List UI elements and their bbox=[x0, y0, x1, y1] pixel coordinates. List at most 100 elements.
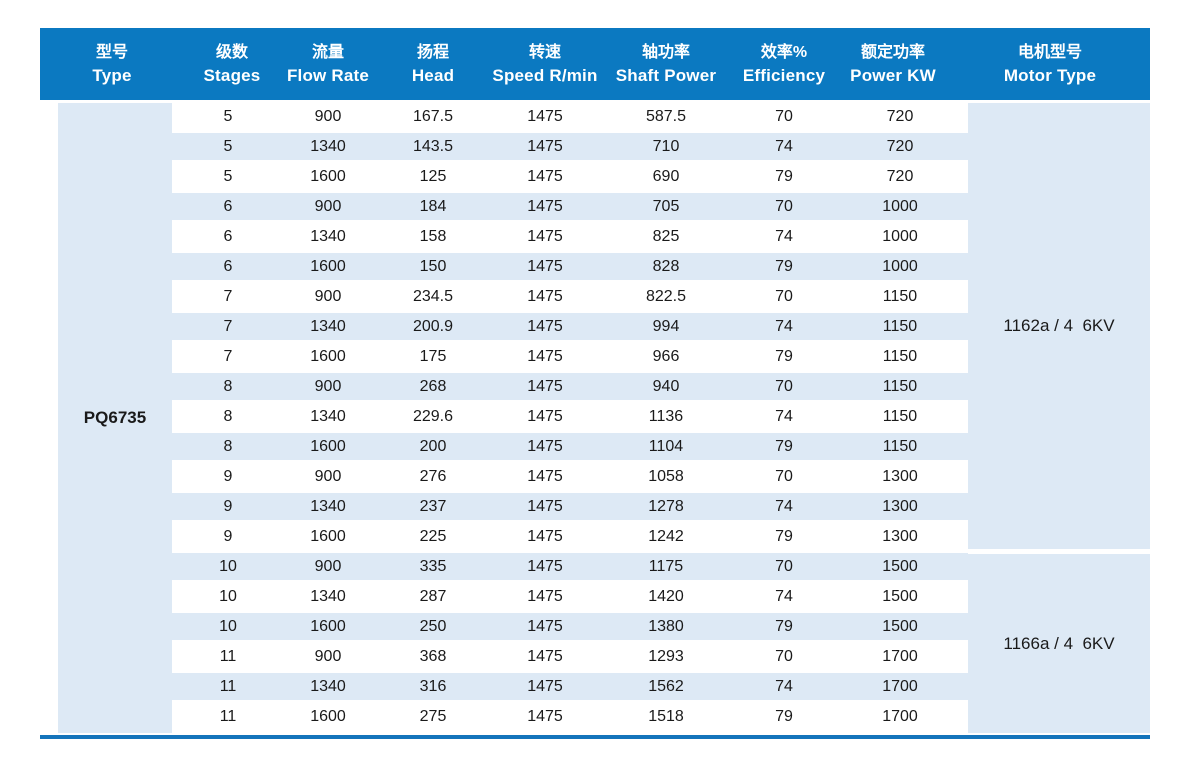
table-header: 型号 Type 级数 Stages 流量 Flow Rate 扬程 Head 转… bbox=[40, 28, 1150, 100]
table-cell: 1600 bbox=[310, 167, 346, 185]
table-cell: 74 bbox=[775, 677, 793, 695]
header-col-stages: 级数 Stages bbox=[184, 41, 280, 87]
table-row: 9 1340 237 1475 1278 74 1300 bbox=[172, 493, 968, 523]
table-cell: 8 bbox=[223, 437, 233, 455]
table-cell: 11 bbox=[219, 677, 237, 695]
motor-type-label: 1162a / 4 6KV bbox=[1003, 316, 1115, 335]
table-cell: 9 bbox=[223, 467, 233, 485]
table-cell: 994 bbox=[652, 317, 680, 335]
table-cell: 1380 bbox=[648, 617, 684, 635]
table-cell: 587.5 bbox=[645, 107, 687, 125]
table-cell: 125 bbox=[419, 167, 447, 185]
header-label-en: Shaft Power bbox=[615, 66, 717, 85]
table-cell: 6 bbox=[223, 227, 233, 245]
table-row: 8 1600 200 1475 1104 79 1150 bbox=[172, 433, 968, 463]
header-label-en: Head bbox=[411, 66, 455, 85]
table-row: 7 900 234.5 1475 822.5 70 1150 bbox=[172, 283, 968, 313]
table-cell: 1475 bbox=[527, 437, 563, 455]
table-bottom-border bbox=[40, 735, 1150, 739]
table-cell: 175 bbox=[419, 347, 447, 365]
table-cell: 275 bbox=[419, 707, 447, 725]
table-cell: 167.5 bbox=[412, 107, 454, 125]
table-cell: 234.5 bbox=[412, 287, 454, 305]
table-cell: 1500 bbox=[882, 557, 918, 575]
header-label-zh: 转速 bbox=[528, 44, 561, 61]
table-cell: 1136 bbox=[648, 407, 684, 425]
header-label-zh: 轴功率 bbox=[641, 44, 690, 61]
table-row: 5 1600 125 1475 690 79 720 bbox=[172, 163, 968, 193]
table-cell: 1475 bbox=[527, 167, 563, 185]
table-cell: 79 bbox=[775, 167, 793, 185]
table-row: 11 1600 275 1475 1518 79 1700 bbox=[172, 703, 968, 733]
table-cell: 70 bbox=[775, 287, 793, 305]
table-row: 10 900 335 1475 1175 70 1500 bbox=[172, 553, 968, 583]
table-row: 6 1340 158 1475 825 74 1000 bbox=[172, 223, 968, 253]
table-cell: 1700 bbox=[882, 647, 918, 665]
header-col-head: 扬程 Head bbox=[376, 41, 490, 87]
table-cell: 720 bbox=[886, 137, 914, 155]
table-cell: 79 bbox=[775, 437, 793, 455]
motor-type-merged-cell-2: 1166a / 4 6KV bbox=[968, 554, 1150, 733]
table-cell: 79 bbox=[775, 347, 793, 365]
table-row: 8 1340 229.6 1475 1136 74 1150 bbox=[172, 403, 968, 433]
table-cell: 1175 bbox=[648, 557, 684, 575]
table-cell: 200.9 bbox=[412, 317, 454, 335]
table-cell: 287 bbox=[419, 587, 447, 605]
table-cell: 900 bbox=[314, 107, 342, 125]
table-cell: 5 bbox=[223, 107, 233, 125]
header-label-zh: 电机型号 bbox=[1017, 44, 1082, 61]
table-cell: 1475 bbox=[527, 617, 563, 635]
table-cell: 828 bbox=[652, 257, 680, 275]
table-cell: 900 bbox=[314, 467, 342, 485]
table-cell: 74 bbox=[775, 317, 793, 335]
table-cell: 9 bbox=[223, 497, 233, 515]
table-cell: 237 bbox=[419, 497, 447, 515]
table-cell: 1475 bbox=[527, 107, 563, 125]
table-cell: 1300 bbox=[882, 497, 918, 515]
table-cell: 11 bbox=[219, 707, 237, 725]
table-cell: 1475 bbox=[527, 227, 563, 245]
table-cell: 1475 bbox=[527, 137, 563, 155]
table-cell: 1475 bbox=[527, 407, 563, 425]
table-cell: 70 bbox=[775, 647, 793, 665]
header-label-en: Motor Type bbox=[1003, 66, 1097, 85]
table-row: 7 1340 200.9 1475 994 74 1150 bbox=[172, 313, 968, 343]
table-row: 6 900 184 1475 705 70 1000 bbox=[172, 193, 968, 223]
table-cell: 6 bbox=[223, 257, 233, 275]
table-cell: 705 bbox=[652, 197, 680, 215]
table-cell: 79 bbox=[775, 617, 793, 635]
table-cell: 1518 bbox=[648, 707, 684, 725]
table-cell: 1600 bbox=[310, 707, 346, 725]
table-cell: 70 bbox=[775, 107, 793, 125]
table-cell: 1475 bbox=[527, 647, 563, 665]
table-cell: 1242 bbox=[648, 527, 684, 545]
table-cell: 335 bbox=[419, 557, 447, 575]
motor-type-label: 1166a / 4 6KV bbox=[1003, 633, 1115, 653]
table-cell: 1104 bbox=[648, 437, 684, 455]
header-label-zh: 效率% bbox=[760, 44, 808, 61]
header-label-zh: 流量 bbox=[311, 44, 344, 61]
table-cell: 1340 bbox=[310, 227, 346, 245]
header-label-en: Stages bbox=[203, 66, 261, 85]
table-cell: 1600 bbox=[310, 617, 346, 635]
table-cell: 5 bbox=[223, 167, 233, 185]
table-cell: 1500 bbox=[882, 617, 918, 635]
table-cell: 1600 bbox=[310, 527, 346, 545]
table-row: 8 900 268 1475 940 70 1150 bbox=[172, 373, 968, 403]
table-cell: 276 bbox=[419, 467, 447, 485]
table-cell: 316 bbox=[419, 677, 447, 695]
table-cell: 900 bbox=[314, 197, 342, 215]
table-cell: 74 bbox=[775, 137, 793, 155]
table-cell: 1562 bbox=[648, 677, 684, 695]
table-cell: 690 bbox=[652, 167, 680, 185]
table-cell: 11 bbox=[219, 647, 237, 665]
table-cell: 1700 bbox=[882, 707, 918, 725]
table-cell: 1150 bbox=[882, 287, 918, 305]
table-cell: 1475 bbox=[527, 527, 563, 545]
header-label-zh: 级数 bbox=[215, 44, 248, 61]
table-row: 9 900 276 1475 1058 70 1300 bbox=[172, 463, 968, 493]
table-row: 5 1340 143.5 1475 710 74 720 bbox=[172, 133, 968, 163]
table-cell: 10 bbox=[219, 617, 237, 635]
table-cell: 74 bbox=[775, 497, 793, 515]
table-cell: 1340 bbox=[310, 407, 346, 425]
